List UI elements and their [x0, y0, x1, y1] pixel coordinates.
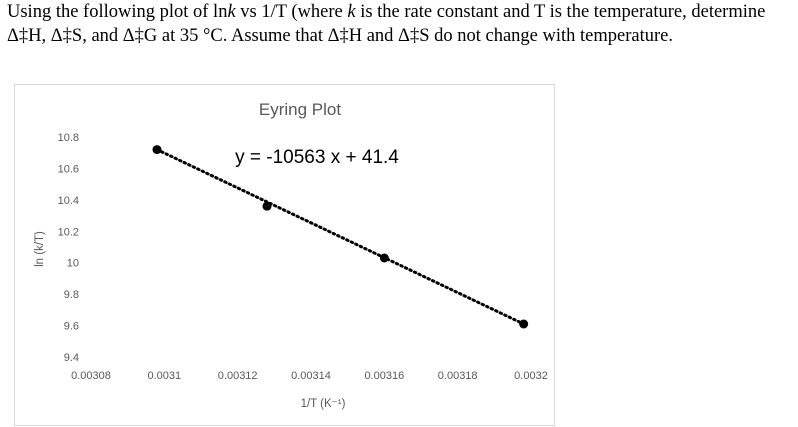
x-tick-label: 0.00316: [364, 370, 404, 382]
data-point: [379, 253, 389, 263]
x-tick-label: 0.0032: [514, 370, 548, 382]
x-tick-label: 0.00312: [218, 370, 258, 382]
x-tick-label: 0.00318: [438, 370, 478, 382]
y-tick-label: 10: [67, 258, 79, 270]
trendline-equation: y = -10563 x + 41.4: [235, 147, 399, 168]
question-part-1: Using the following plot of ln: [7, 2, 228, 22]
question-text: Using the following plot of lnk vs 1/T (…: [7, 0, 787, 48]
y-tick-label: 9.4: [64, 352, 79, 364]
y-axis-label: ln (k/T): [34, 231, 46, 267]
y-tick-label: 10.2: [58, 226, 79, 238]
trendline: [155, 148, 526, 326]
y-tick-label: 10.8: [58, 132, 79, 144]
question-part-3: is the rate constant and T is the temper…: [7, 2, 766, 46]
y-tick-label: 10.4: [58, 195, 79, 207]
eyring-plot: Eyring Plot y = -10563 x + 41.4 10.8 10.6…: [34, 100, 548, 410]
y-tick-label: 9.6: [64, 321, 79, 333]
x-tick-label: 0.00308: [71, 370, 111, 382]
x-tick-label: 0.00314: [291, 370, 331, 382]
y-tick-label: 10.6: [58, 163, 79, 175]
y-tick-label: 9.8: [64, 289, 79, 301]
question-k-1: k: [227, 2, 236, 22]
question-part-2: vs 1/T (where: [235, 2, 348, 22]
chart-frame: Eyring Plot y = -10563 x + 41.4 10.8 10.6…: [14, 84, 555, 426]
data-point: [519, 319, 529, 329]
plot-layer: 10.8 10.6 10.4 10.2 10 9.8 9.6 9.4 0.00308 0.0031…: [58, 132, 548, 382]
data-point: [152, 145, 162, 155]
question-k-2: k: [347, 2, 356, 22]
x-axis-label: 1/T (K⁻¹): [301, 398, 346, 410]
data-point: [262, 201, 272, 211]
x-tick-label: 0.0031: [148, 370, 182, 382]
chart-title: Eyring Plot: [259, 100, 341, 119]
